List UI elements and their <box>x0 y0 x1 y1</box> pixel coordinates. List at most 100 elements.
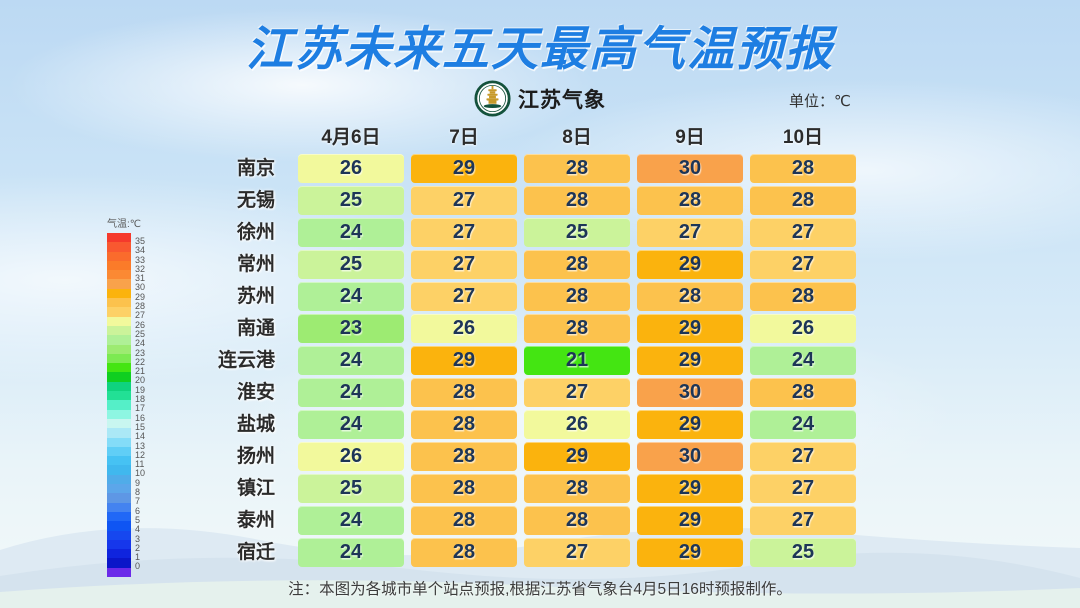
temp-cell: 25 <box>298 186 404 215</box>
temp-cell: 27 <box>750 250 856 279</box>
temp-cell: 26 <box>750 314 856 343</box>
colorbar-tick-label: 10 <box>135 468 146 479</box>
colorbar-tick-label: 3 <box>135 533 141 544</box>
temp-cell: 28 <box>524 282 630 311</box>
colorbar-segment: 8 <box>107 484 177 497</box>
colorbar-tick-label: 20 <box>135 375 146 386</box>
temp-cell: 29 <box>411 346 517 375</box>
temp-cell: 24 <box>298 538 404 567</box>
unit-label: 单位：℃ <box>789 93 851 110</box>
colorbar-tick-label: 12 <box>135 449 146 460</box>
temp-cell: 26 <box>298 442 404 471</box>
colorbar-segment: 16 <box>107 409 177 422</box>
colorbar-segment: 3 <box>107 530 177 543</box>
temp-cell: 27 <box>750 506 856 535</box>
colorbar-swatch <box>107 511 131 522</box>
temp-cell: 27 <box>524 378 630 407</box>
colorbar-swatch <box>107 233 131 243</box>
colorbar-swatch <box>107 484 131 494</box>
colorbar-tick-label: 5 <box>135 514 141 525</box>
colorbar-swatch <box>107 400 131 410</box>
colorbar-segment: 17 <box>107 400 177 413</box>
colorbar-segment: 30 <box>107 279 177 292</box>
temp-cell: 28 <box>524 186 630 215</box>
temp-cell: 28 <box>750 186 856 215</box>
colorbar-tick-label: 31 <box>135 273 146 284</box>
temp-cell: 27 <box>411 250 517 279</box>
city-label: 镇江 <box>236 478 275 499</box>
temperature-colorbar: 气温:℃ 35 34 33 32 31 30 29 28 27 26 25 24 23 22 21 20 19 1… <box>107 215 177 577</box>
brand: 江苏气象 <box>0 80 1080 117</box>
table-corner <box>187 125 291 151</box>
colorbar-segment: 7 <box>107 493 177 506</box>
colorbar-segment: 12 <box>107 446 177 459</box>
city-label: 宿迁 <box>236 542 275 563</box>
colorbar-segment: 19 <box>107 381 177 394</box>
colorbar-segment: 0 <box>107 558 177 571</box>
temp-cell: 24 <box>298 346 404 375</box>
temp-cell: 29 <box>637 346 743 375</box>
colorbar-swatch <box>107 381 131 392</box>
colorbar-tick-label: 9 <box>135 477 141 488</box>
city-label: 南通 <box>236 318 275 339</box>
date-header: 7日 <box>449 127 479 148</box>
colorbar-tick-label: 11 <box>135 459 145 470</box>
colorbar-swatch <box>107 530 131 540</box>
temp-cell: 25 <box>298 474 404 503</box>
temp-cell: 24 <box>298 218 404 247</box>
temp-cell: 27 <box>411 282 517 311</box>
footnote: 注：本图为各城市单个站点预报,根据江苏省气象台4月5日16时预报制作。 <box>288 581 792 598</box>
city-label: 无锡 <box>236 190 275 211</box>
brand-name: 江苏气象 <box>518 88 606 112</box>
colorbar-tick-label: 7 <box>135 496 141 507</box>
temp-cell: 27 <box>411 186 517 215</box>
colorbar-tick-label: 8 <box>135 487 141 498</box>
colorbar-tick-label: 28 <box>135 301 146 312</box>
temp-cell: 28 <box>411 442 517 471</box>
date-header: 9日 <box>675 127 705 148</box>
colorbar-tick-label: 1 <box>135 552 141 563</box>
city-label: 徐州 <box>236 222 275 243</box>
temp-cell: 27 <box>750 442 856 471</box>
colorbar-segment: 15 <box>107 418 177 432</box>
temp-cell: 28 <box>411 474 517 503</box>
colorbar-segment: 2 <box>107 539 177 552</box>
colorbar-segment: 29 <box>107 288 177 301</box>
temp-cell: 30 <box>637 378 743 407</box>
colorbar-swatch <box>107 539 131 550</box>
temp-cell: 27 <box>750 218 856 247</box>
temp-cell: 26 <box>524 410 630 439</box>
temp-cell: 30 <box>637 442 743 471</box>
date-header: 8日 <box>562 127 592 148</box>
colorbar-swatch <box>107 465 131 475</box>
date-header: 4月6日 <box>321 127 381 148</box>
forecast-table: 4月6日 7日 8日 9日 10日 南京 26 29 28 30 28 无锡 25 27 28 28 28 徐州 2… <box>187 125 856 567</box>
colorbar-segment: 21 <box>107 363 177 376</box>
colorbar-swatch <box>107 307 131 317</box>
colorbar-swatch <box>107 549 131 559</box>
colorbar-swatch <box>107 251 131 261</box>
colorbar-swatch <box>107 372 131 382</box>
colorbar-tick-label: 16 <box>135 412 146 423</box>
colorbar-segment: 23 <box>107 344 177 357</box>
temp-cell: 28 <box>637 282 743 311</box>
colorbar-segment: 22 <box>107 353 177 367</box>
city-label: 扬州 <box>236 446 275 467</box>
colorbar-tick-label: 33 <box>135 254 146 265</box>
temp-cell: 27 <box>524 538 630 567</box>
temp-cell: 28 <box>750 282 856 311</box>
temp-cell: 29 <box>637 314 743 343</box>
colorbar-tick-label: 13 <box>135 440 146 451</box>
colorbar-swatch <box>107 446 131 457</box>
colorbar-tick-label: 15 <box>135 421 146 432</box>
colorbar-swatch <box>107 344 131 354</box>
temp-cell: 29 <box>524 442 630 471</box>
colorbar-swatch <box>107 521 131 531</box>
colorbar-tick-label: 0 <box>135 561 141 572</box>
temp-cell: 28 <box>411 506 517 535</box>
colorbar-swatch <box>107 409 131 419</box>
colorbar-swatch <box>107 288 131 299</box>
colorbar-swatch <box>107 260 131 271</box>
temp-cell: 24 <box>298 282 404 311</box>
colorbar-segment: 33 <box>107 251 177 264</box>
